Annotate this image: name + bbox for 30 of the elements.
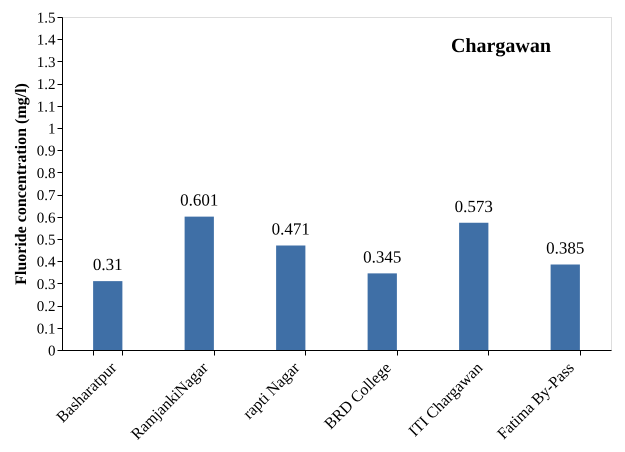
- y-tick-label: 0.1: [36, 321, 56, 338]
- y-tick-label: 0.6: [36, 210, 56, 226]
- bar: [184, 216, 214, 350]
- data-label: 0.31: [92, 255, 123, 274]
- data-label: 0.601: [180, 190, 218, 210]
- y-tick-label: 1: [48, 122, 56, 138]
- text: Chargawan: [450, 35, 551, 57]
- y-tick-label: 0: [48, 344, 56, 360]
- y-tick-label: 0.9: [36, 144, 56, 160]
- y-tick-label: 0.4: [36, 254, 56, 271]
- bar: [276, 245, 306, 350]
- y-tick-label: 1.4: [36, 32, 56, 49]
- bar: [459, 222, 488, 350]
- bar: [93, 281, 122, 350]
- y-tick-label: 0.2: [36, 299, 56, 316]
- y-tick-label: 0.7: [36, 188, 56, 204]
- data-label: 0.385: [546, 238, 584, 258]
- y-tick-label: 1.1: [36, 99, 56, 116]
- bar: [368, 273, 397, 350]
- y-axis-title: Fluoride concentration (mg/l): [12, 83, 30, 285]
- data-label: 0.573: [454, 196, 493, 216]
- y-tick-label: 1.3: [36, 54, 56, 71]
- y-tick-label: 1.2: [36, 77, 56, 94]
- y-tick-label: 1.5: [36, 10, 56, 26]
- y-tick-label: 0.5: [36, 232, 56, 248]
- data-label: 0.471: [272, 219, 310, 238]
- y-tick-label: 0.8: [36, 166, 56, 182]
- data-label: 0.345: [363, 247, 402, 266]
- bar: [550, 264, 580, 350]
- y-tick-label: 0.3: [36, 276, 56, 293]
